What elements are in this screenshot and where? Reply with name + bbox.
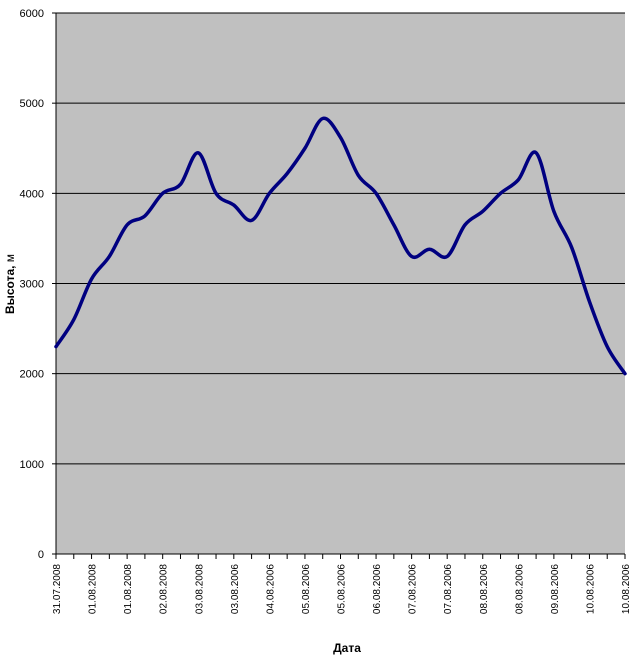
x-tick-label: 07.08.2006: [408, 564, 419, 614]
x-tick-label: 10.08.2006: [621, 564, 632, 614]
y-tick-label: 2000: [20, 369, 44, 381]
x-tick-label: 03.08.2006: [230, 564, 241, 614]
x-tick-label: 08.08.2006: [479, 564, 490, 614]
y-axis-title: Высота, м: [3, 254, 17, 314]
x-tick-label: 05.08.2006: [301, 564, 312, 614]
x-axis-title: Дата: [333, 641, 361, 655]
x-tick-label: 08.08.2006: [514, 564, 525, 614]
x-tick-label: 04.08.2006: [265, 564, 276, 614]
x-axis-ticks: 31.07.2008 01.08.2008 01.08.2008 02.08.2008…: [52, 554, 632, 614]
y-tick-label: 4000: [20, 188, 44, 200]
x-tick-label: 31.07.2008: [52, 564, 63, 614]
x-tick-label: 02.08.2008: [159, 564, 170, 614]
y-tick-label: 5000: [20, 98, 44, 110]
y-axis-title-main: Высота,: [3, 266, 17, 315]
x-tick-label: 06.08.2006: [372, 564, 383, 614]
y-tick-label: 3000: [20, 279, 44, 291]
x-tick-label: 01.08.2008: [123, 564, 134, 614]
altitude-series-line: [54, 116, 627, 376]
x-tick-label: 03.08.2008: [194, 564, 205, 614]
y-tick-label: 1000: [20, 459, 44, 471]
gridlines: [56, 12, 625, 465]
x-tick-label: 01.08.2008: [88, 564, 99, 614]
x-tick-label: 05.08.2006: [337, 564, 348, 614]
x-tick-label: 07.08.2006: [443, 564, 454, 614]
y-tick-label: 6000: [20, 8, 44, 20]
y-axis-title-unit: м: [3, 254, 17, 266]
x-tick-label: 10.08.2006: [585, 564, 596, 614]
x-tick-label: 09.08.2006: [550, 564, 561, 614]
y-axis-ticks: 0 1000 2000 3000 4000 5000 6000: [20, 8, 56, 561]
y-tick-label: 0: [38, 549, 44, 561]
